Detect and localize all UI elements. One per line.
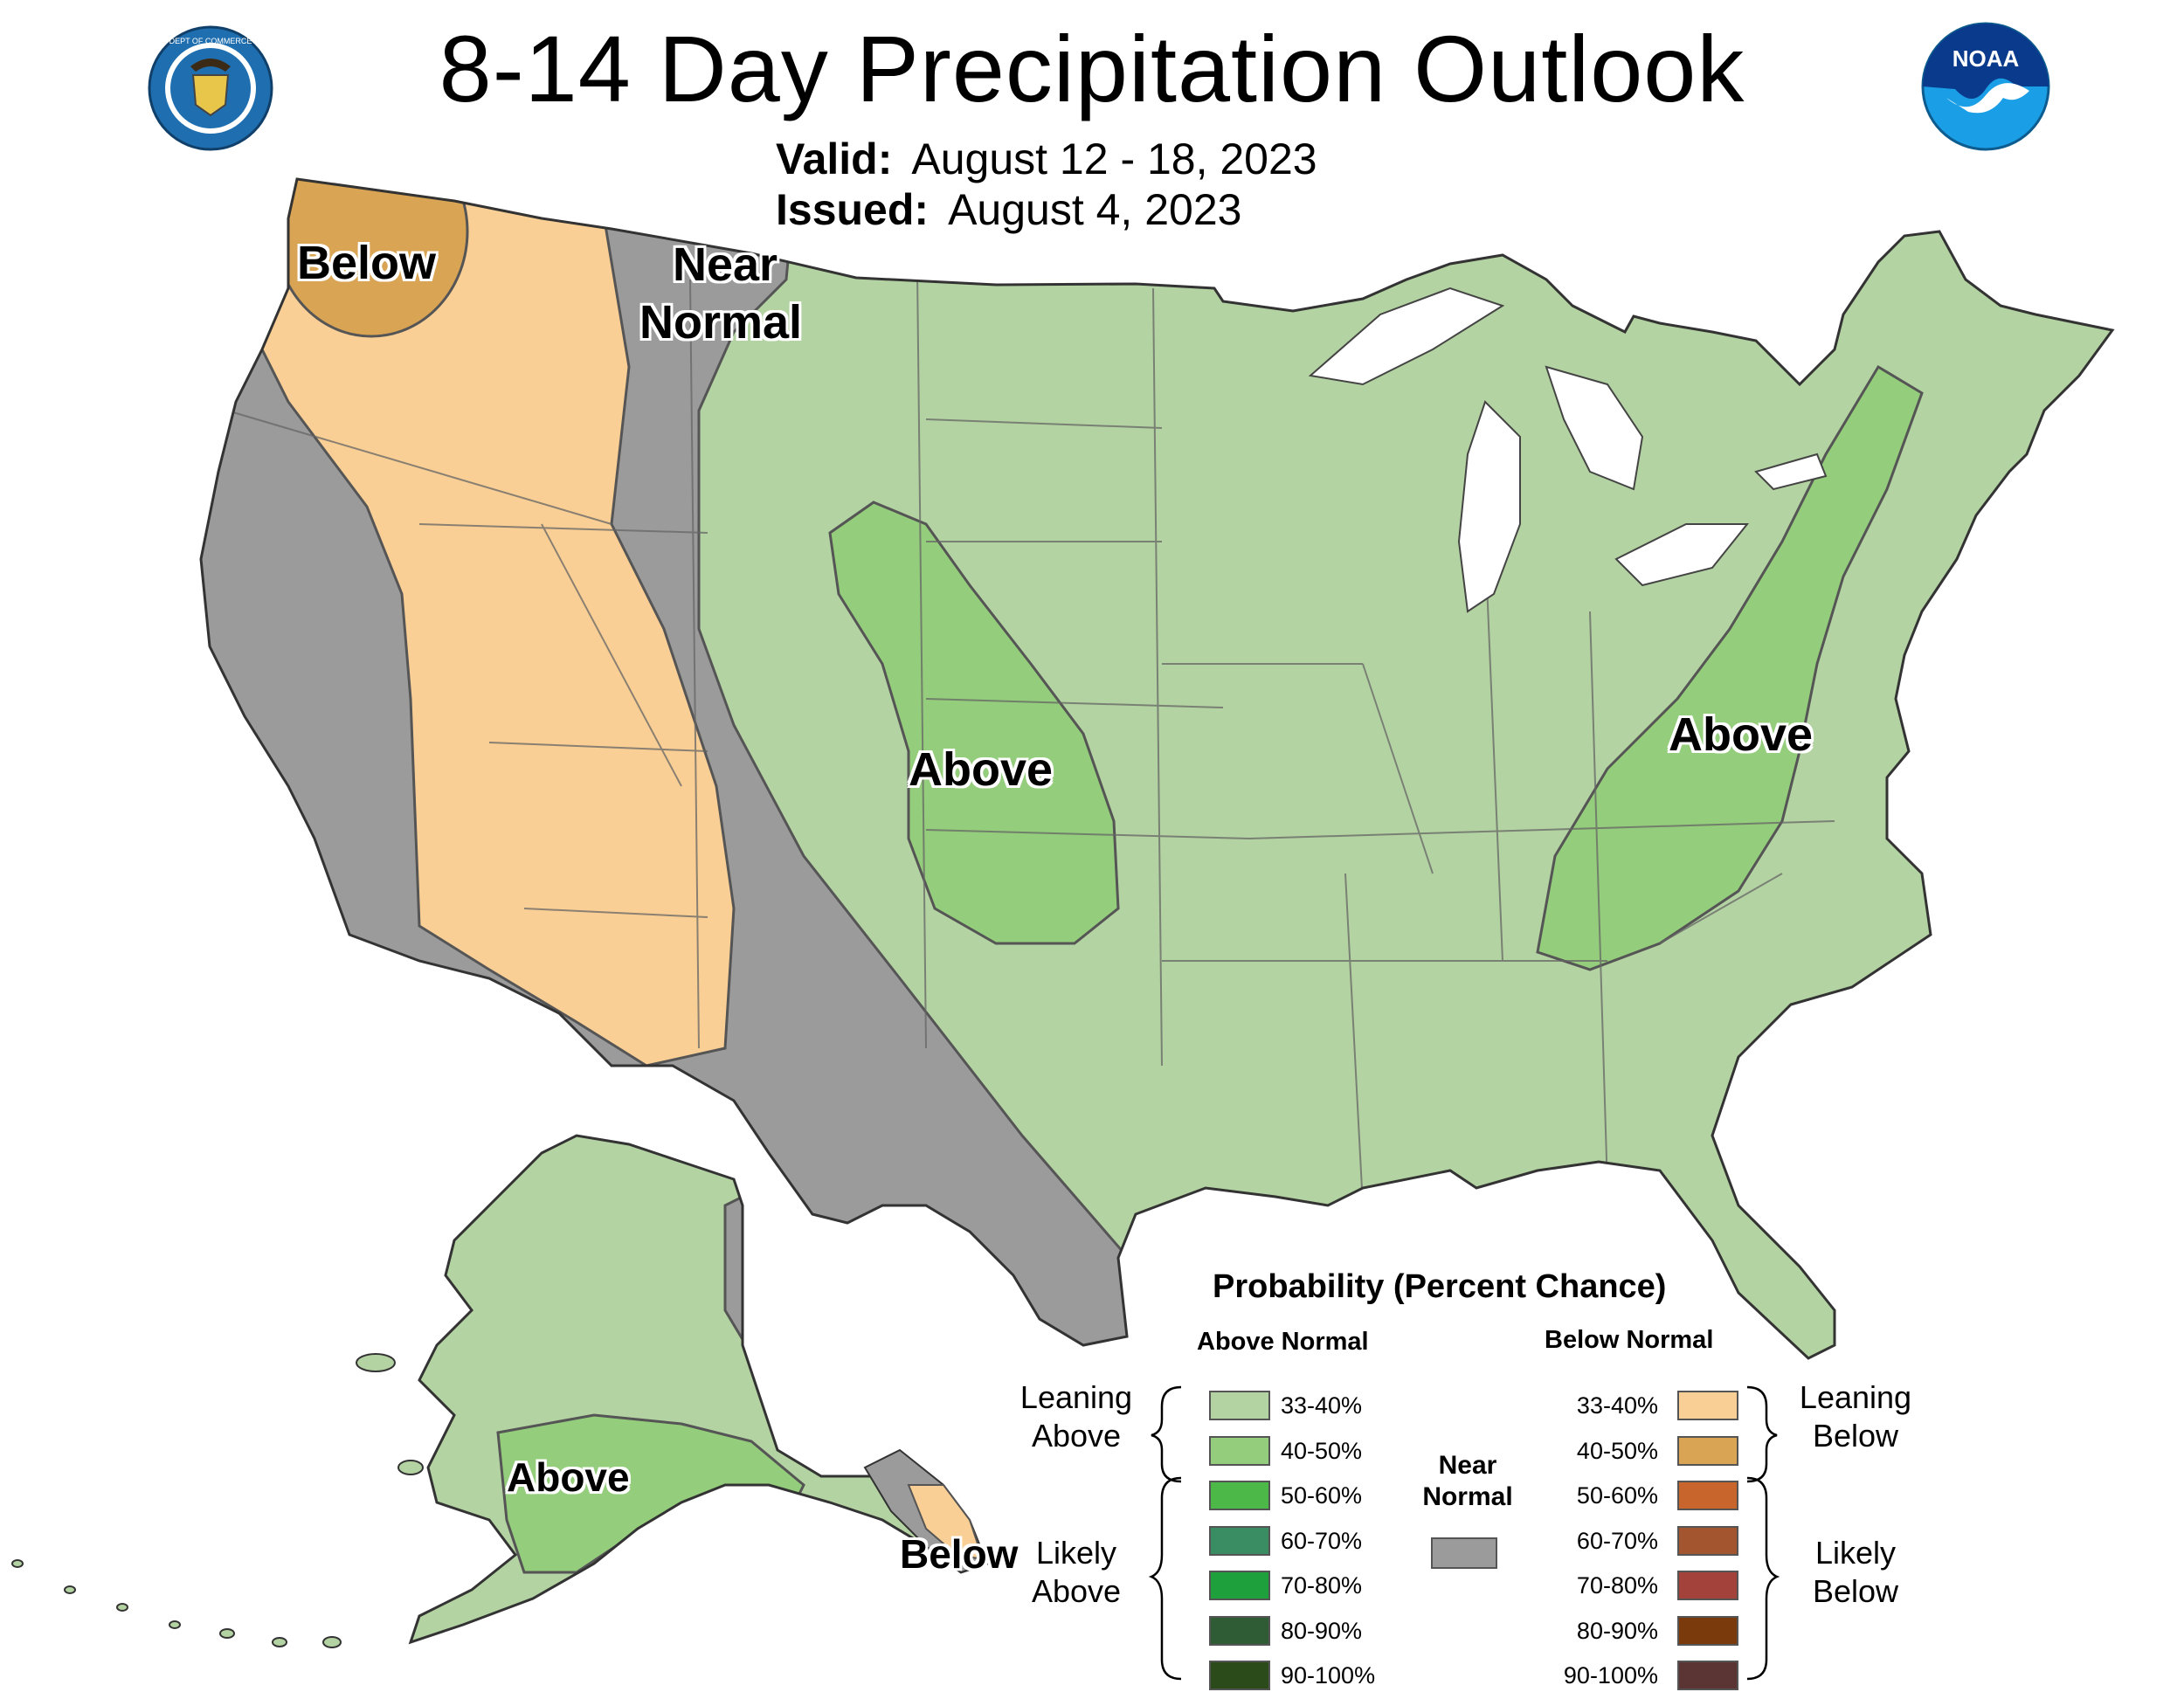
conus-outline	[199, 177, 2115, 1360]
legend-below-range-label: 33-40%	[1576, 1392, 1658, 1419]
valid-line: Valid: August 12 - 18, 2023	[776, 133, 1317, 185]
legend-above-swatch	[1209, 1435, 1270, 1466]
legend-below-swatch	[1677, 1661, 1738, 1690]
legend-above-range-label: 40-50%	[1281, 1437, 1363, 1464]
region-label-near-1: Near	[673, 238, 778, 291]
legend-below-swatch	[1677, 1435, 1738, 1466]
legend-braces	[1148, 1385, 1780, 1681]
legend-below-range-label: 60-70%	[1576, 1527, 1658, 1554]
region-label-plains-above: Above	[909, 743, 1054, 796]
state-lines	[226, 270, 1835, 1206]
legend-above-swatch	[1209, 1571, 1270, 1600]
region-label-pnw-below: Below	[297, 237, 437, 289]
valid-value: August 12 - 18, 2023	[911, 135, 1317, 183]
legend-below-swatch	[1677, 1391, 1738, 1420]
legend-above-swatch	[1209, 1525, 1270, 1556]
east-above-zone	[1536, 364, 1924, 971]
legend-likely-below: Likely Below	[1812, 1535, 1899, 1609]
region-label-alaska-below: Below	[900, 1531, 1019, 1577]
legend-below-range-label: 80-90%	[1576, 1617, 1658, 1644]
legend-above-range-label: 60-70%	[1281, 1527, 1363, 1554]
legend-below-header: Below Normal	[1545, 1326, 1714, 1354]
legend-above-swatch	[1209, 1615, 1270, 1646]
issued-value: August 4, 2023	[948, 185, 1242, 234]
legend-near-normal-swatch	[1431, 1537, 1497, 1569]
legend-above-range-label: 80-90%	[1281, 1617, 1363, 1644]
legend-below-swatch	[1677, 1571, 1738, 1600]
legend-below-swatch	[1677, 1615, 1738, 1646]
svg-text:DEPT OF COMMERCE: DEPT OF COMMERCE	[169, 37, 252, 45]
alaska-outline	[408, 1134, 990, 1645]
valid-label: Valid:	[776, 135, 893, 183]
legend-above-range-label: 70-80%	[1281, 1572, 1363, 1599]
legend-below-swatch	[1677, 1525, 1738, 1556]
legend-above-range-label: 50-60%	[1281, 1482, 1363, 1509]
issued-line: Issued: August 4, 2023	[776, 183, 1241, 236]
legend-near-normal: Near Normal	[1422, 1451, 1513, 1511]
great-lakes	[1308, 287, 1828, 613]
legend-above-range-label: 33-40%	[1281, 1392, 1363, 1419]
legend-above-swatch	[1209, 1661, 1270, 1690]
legend-leaning-above: Leaning Above	[1019, 1379, 1133, 1454]
issued-label: Issued:	[776, 185, 930, 234]
region-label-east-above: Above	[1669, 708, 1814, 761]
legend-below-range-label: 70-80%	[1576, 1572, 1658, 1599]
legend-below-range-label: 40-50%	[1576, 1437, 1658, 1464]
legend-above-swatch	[1209, 1391, 1270, 1420]
legend-title: Probability (Percent Chance)	[1213, 1268, 1667, 1305]
alaska-below-zone	[907, 1484, 985, 1561]
region-label-alaska-above: Above	[507, 1454, 630, 1500]
aleutian-islands	[11, 1353, 424, 1648]
noaa-logo: NOAA	[1921, 22, 2050, 151]
legend-leaning-below: Leaning Below	[1799, 1379, 1912, 1454]
page-title: 8-14 Day Precipitation Outlook	[439, 16, 1745, 121]
pnw-below-core	[273, 179, 469, 338]
legend-below-range-label: 50-60%	[1576, 1482, 1658, 1509]
legend-likely-above: Likely Above	[1031, 1535, 1122, 1609]
legend-above-header: Above Normal	[1197, 1328, 1369, 1356]
svg-text:NOAA: NOAA	[1952, 45, 2020, 72]
legend-above-swatch	[1209, 1481, 1270, 1510]
legend-above-range-label: 90-100%	[1281, 1662, 1376, 1689]
legend-below-range-label: 90-100%	[1563, 1662, 1658, 1689]
region-label-near-2: Normal	[639, 296, 803, 349]
commerce-seal-logo: DEPT OF COMMERCE	[148, 25, 273, 151]
legend-below-swatch	[1677, 1481, 1738, 1510]
